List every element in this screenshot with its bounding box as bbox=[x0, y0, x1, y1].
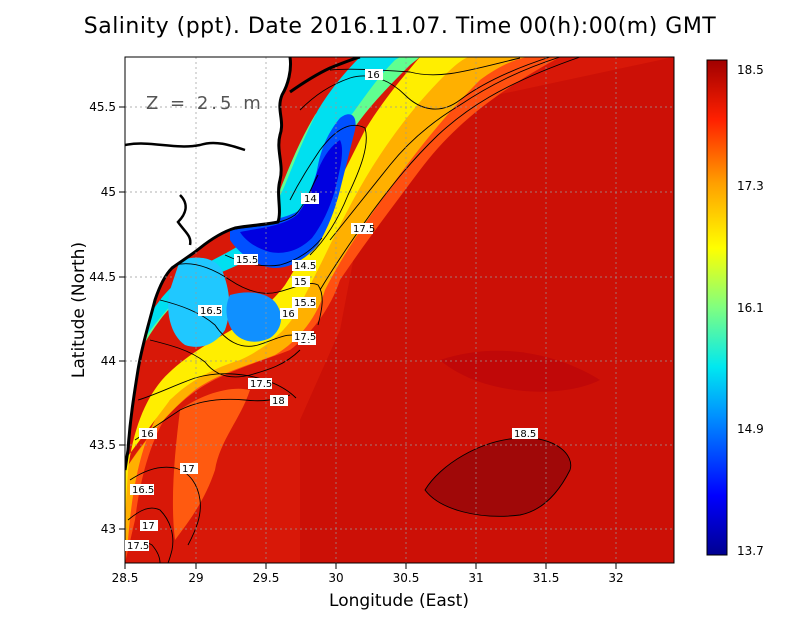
chart-title: Salinity (ppt). Date 2016.11.07. Time 00… bbox=[83, 14, 717, 39]
contour-label: 16 bbox=[280, 308, 298, 320]
svg-text:17.5: 17.5 bbox=[250, 379, 272, 390]
orange-plume bbox=[172, 388, 250, 540]
contour-line bbox=[289, 124, 367, 256]
plot-frame bbox=[124, 56, 675, 564]
contour-label: 17 bbox=[140, 520, 158, 532]
contour-label: 15 bbox=[292, 276, 310, 288]
contour-label: 17.5 bbox=[351, 223, 375, 235]
x-tick-label: 31.5 bbox=[533, 571, 560, 585]
svg-text:17: 17 bbox=[182, 464, 195, 475]
x-axis: 28.5 29 29.5 30 30.5 31 31.5 32 Longitud… bbox=[112, 563, 624, 611]
svg-text:16.5: 16.5 bbox=[200, 306, 222, 317]
blue-patch bbox=[226, 292, 282, 342]
svg-text:15: 15 bbox=[294, 277, 307, 288]
y-tick-label: 43 bbox=[101, 522, 116, 536]
x-axis-label: Longitude (East) bbox=[329, 591, 469, 611]
contour-line bbox=[319, 57, 581, 291]
contour-label: 17.5 bbox=[248, 378, 272, 390]
coastline-north bbox=[289, 57, 361, 94]
contour-label: 15.5 bbox=[234, 254, 258, 266]
grid-lines bbox=[125, 57, 674, 563]
colorbar-tick-label: 18.5 bbox=[737, 63, 764, 77]
contour-line bbox=[299, 57, 551, 111]
contour-line bbox=[149, 339, 301, 378]
svg-text:18: 18 bbox=[272, 396, 285, 407]
contour-lines bbox=[125, 57, 581, 563]
max-salinity-patch bbox=[425, 437, 571, 517]
contour-label: 18.5 bbox=[512, 428, 538, 440]
contour-label: 17.5 bbox=[125, 540, 149, 552]
svg-text:18.5: 18.5 bbox=[514, 429, 536, 440]
contour-line bbox=[134, 394, 291, 441]
svg-text:14: 14 bbox=[304, 194, 317, 205]
contour-line bbox=[159, 299, 303, 347]
x-tick-label: 30 bbox=[328, 571, 343, 585]
contour-label: 16 bbox=[139, 428, 157, 440]
yellow-band bbox=[125, 57, 470, 520]
svg-text:16: 16 bbox=[141, 429, 154, 440]
x-tick-label: 29 bbox=[188, 571, 203, 585]
svg-text:15.5: 15.5 bbox=[294, 298, 316, 309]
border-line bbox=[125, 141, 246, 152]
colorbar-tick-label: 17.3 bbox=[737, 179, 764, 193]
y-tick-label: 45.5 bbox=[89, 100, 116, 114]
colorbar-tick-label: 13.7 bbox=[737, 544, 764, 558]
contour-label: 14.5 bbox=[292, 260, 316, 272]
y-axis: 43 43.5 44 44.5 45 45.5 Latitude (North) bbox=[69, 100, 125, 536]
svg-text:16: 16 bbox=[282, 309, 295, 320]
contour-line bbox=[329, 57, 561, 241]
colorbar-tick-label: 14.9 bbox=[737, 422, 764, 436]
coastline bbox=[125, 57, 292, 471]
plot-area bbox=[125, 57, 674, 563]
land-mass bbox=[125, 57, 291, 470]
contour-label: 15.5 bbox=[292, 297, 316, 309]
contour-line-18-5 bbox=[424, 437, 572, 517]
svg-text:16.5: 16.5 bbox=[132, 485, 154, 496]
contour-line bbox=[174, 263, 323, 326]
river-channel bbox=[176, 194, 192, 246]
y-tick-label: 45 bbox=[101, 185, 116, 199]
contour-label: 17 bbox=[180, 463, 198, 475]
contour-label: 16 bbox=[365, 69, 383, 81]
x-tick-label: 32 bbox=[608, 571, 623, 585]
x-tick-label: 30.5 bbox=[393, 571, 420, 585]
contour-label-group: 16 14 17.5 15.5 14.5 15 15.5 16.5 16 17 … bbox=[125, 69, 538, 552]
cyan-patch bbox=[168, 257, 230, 347]
svg-text:14.5: 14.5 bbox=[294, 261, 316, 272]
svg-text:17.5: 17.5 bbox=[353, 224, 375, 235]
contour-label: 18 bbox=[270, 395, 288, 407]
x-tick-label: 29.5 bbox=[253, 571, 280, 585]
svg-text:17.5: 17.5 bbox=[127, 541, 149, 552]
contour-line bbox=[229, 174, 319, 231]
contour-label: 16.5 bbox=[130, 484, 154, 496]
y-axis-label: Latitude (North) bbox=[69, 242, 89, 378]
y-tick-label: 44 bbox=[101, 354, 116, 368]
x-tick-label: 31 bbox=[468, 571, 483, 585]
svg-text:17: 17 bbox=[142, 521, 155, 532]
colorbar: 18.5 17.3 16.1 14.9 13.7 bbox=[706, 59, 764, 558]
contour-label: 16.5 bbox=[198, 305, 222, 317]
contour-line bbox=[127, 507, 174, 563]
depth-label: Z = 2.5 m bbox=[146, 93, 264, 114]
contour-line bbox=[137, 373, 297, 401]
svg-text:16: 16 bbox=[367, 70, 380, 81]
colorbar-tick-label: 16.1 bbox=[737, 301, 764, 315]
contour-label: 17.5 bbox=[292, 331, 316, 343]
contour-line bbox=[129, 466, 201, 546]
contour-line bbox=[329, 57, 521, 76]
contour-label: 14 bbox=[301, 193, 319, 205]
y-tick-label: 43.5 bbox=[89, 438, 116, 452]
colorbar-gradient bbox=[706, 59, 728, 556]
svg-text:15.5: 15.5 bbox=[236, 255, 258, 266]
x-tick-label: 28.5 bbox=[112, 571, 139, 585]
svg-text:17.5: 17.5 bbox=[294, 332, 316, 343]
darkest-blue-core bbox=[240, 140, 343, 253]
y-tick-label: 44.5 bbox=[89, 270, 116, 284]
